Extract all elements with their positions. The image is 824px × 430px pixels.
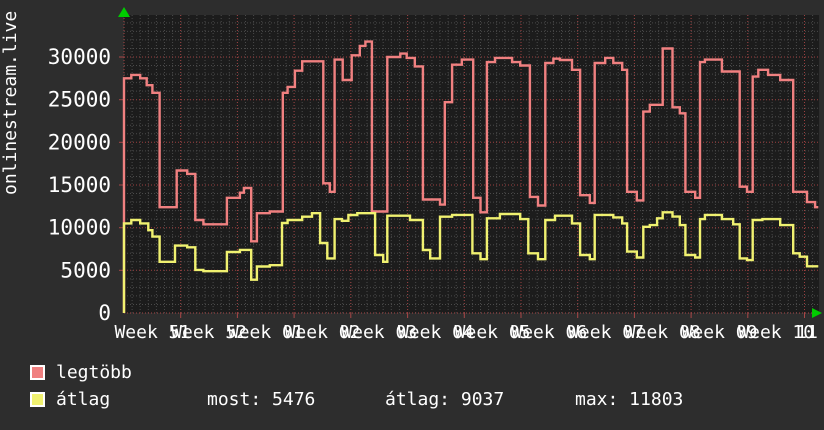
x-tick-label: Week 01 [228,322,304,343]
y-axis-arrow-icon [118,7,130,17]
series-line-atlag [122,211,819,313]
stat-most: most: 5476 [207,389,316,410]
y-tick-label: 10000 [48,216,111,240]
stat-max: max: 11803 [575,389,684,410]
stat-atlag: átlag: 9037 [385,389,505,410]
x-tick-label: Week 05 [455,322,531,343]
x-tick-label: Week 02 [285,322,361,343]
series-line-legtobb [122,40,819,313]
legend-row-legtobb: legtöbb [0,362,824,383]
plot-background [124,15,819,313]
legend-label-atlag: átlag [56,389,111,410]
x-tick-label: Week 10 [738,322,814,343]
x-tick-label: Week 52 [171,322,247,343]
legend-row-atlag: átlag most: 5476 átlag: 9037 max: 11803 [0,389,824,410]
x-tick-label: Week 04 [398,322,474,343]
y-tick-label: 0 [98,301,111,325]
y-tick-label: 5000 [60,258,111,282]
x-tick-label: Week 03 [341,322,417,343]
x-tick-label: Week 51 [114,322,190,343]
y-tick-label: 15000 [48,173,111,197]
x-edge-label: 11 [796,322,818,343]
x-tick-label: Week 08 [625,322,701,343]
y-tick-label: 25000 [48,88,111,112]
x-tick-label: Week 07 [568,322,644,343]
legend-label-legtobb: legtöbb [56,362,132,383]
x-tick-label: Week 09 [682,322,758,343]
x-tick-label: Week 06 [511,322,587,343]
legend-swatch-atlag [30,392,45,407]
y-tick-label: 30000 [48,45,111,69]
x-axis-arrow-icon [812,308,822,318]
legend-swatch-legtobb [30,365,45,380]
y-tick-label: 20000 [48,130,111,154]
